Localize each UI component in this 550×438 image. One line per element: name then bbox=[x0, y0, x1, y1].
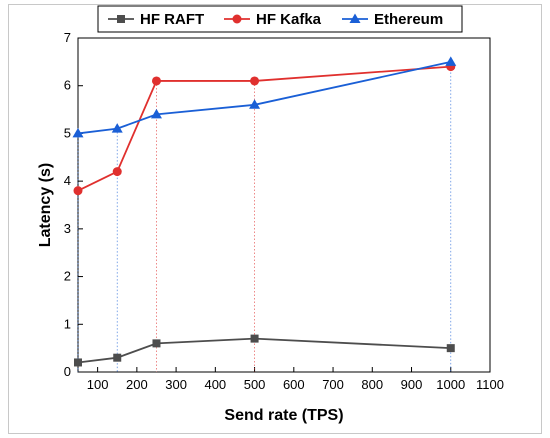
x-tick-label: 500 bbox=[244, 377, 266, 392]
series-line bbox=[77, 337, 451, 364]
y-tick-label: 2 bbox=[64, 269, 71, 284]
series-1 bbox=[73, 62, 456, 196]
data-point bbox=[74, 358, 82, 367]
data-point bbox=[112, 167, 122, 177]
x-axis-title: Send rate (TPS) bbox=[224, 407, 343, 424]
series-line bbox=[77, 60, 451, 135]
legend-marker bbox=[117, 15, 125, 23]
y-axis-title: Latency (s) bbox=[37, 163, 54, 247]
x-tick-label: 300 bbox=[165, 377, 187, 392]
legend-label: Ethereum bbox=[374, 11, 443, 28]
chart-frame bbox=[8, 4, 542, 434]
legend-box bbox=[97, 5, 463, 33]
series-0 bbox=[74, 334, 455, 367]
legend-marker bbox=[232, 14, 242, 24]
series-line bbox=[77, 65, 451, 192]
data-point bbox=[151, 76, 161, 86]
x-tick-label: 800 bbox=[361, 377, 383, 392]
series-2 bbox=[72, 56, 457, 138]
data-point bbox=[150, 108, 162, 119]
data-point bbox=[111, 123, 123, 133]
data-point bbox=[446, 344, 455, 353]
y-tick-label: 7 bbox=[64, 30, 71, 45]
data-point bbox=[72, 127, 84, 138]
legend-marker bbox=[349, 13, 361, 23]
y-tick-label: 6 bbox=[64, 78, 71, 93]
data-point bbox=[250, 76, 260, 86]
data-point bbox=[113, 353, 122, 362]
legend: HF RAFT HF Kafka Ethereum bbox=[97, 5, 463, 33]
x-tick-label: 400 bbox=[204, 377, 226, 392]
plot-area bbox=[77, 37, 491, 373]
x-tick-label: 600 bbox=[283, 377, 305, 392]
legend-label: HF RAFT bbox=[140, 11, 204, 28]
x-tick-label: 1100 bbox=[476, 377, 504, 392]
data-point bbox=[152, 339, 161, 348]
y-tick-label: 4 bbox=[64, 173, 71, 188]
legend-label: HF Kafka bbox=[256, 11, 322, 28]
y-tick-label: 1 bbox=[64, 316, 71, 331]
y-tick-label: 3 bbox=[64, 221, 71, 236]
axis-ticks: 100 200 300 400 500 600 700 800 900 1000 1100 0 1 2 3 4… bbox=[64, 30, 504, 392]
x-tick-label: 700 bbox=[322, 377, 344, 392]
x-tick-label: 200 bbox=[126, 377, 148, 392]
data-point bbox=[250, 334, 259, 343]
data-point bbox=[73, 186, 83, 196]
y-tick-label: 5 bbox=[64, 125, 71, 140]
x-tick-label: 1000 bbox=[436, 377, 465, 392]
drop-lines bbox=[77, 61, 452, 372]
y-tick-label: 0 bbox=[64, 364, 71, 379]
data-point bbox=[445, 56, 457, 66]
x-tick-label: 100 bbox=[87, 377, 109, 392]
data-point bbox=[249, 99, 261, 109]
series-layer bbox=[72, 56, 457, 367]
x-tick-label: 900 bbox=[401, 377, 423, 392]
